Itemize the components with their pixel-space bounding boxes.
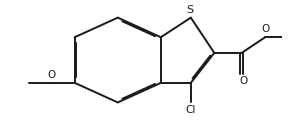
- Text: O: O: [47, 70, 55, 80]
- Text: O: O: [239, 76, 247, 86]
- Text: O: O: [261, 24, 269, 34]
- Text: Cl: Cl: [186, 105, 196, 115]
- Text: S: S: [186, 4, 193, 15]
